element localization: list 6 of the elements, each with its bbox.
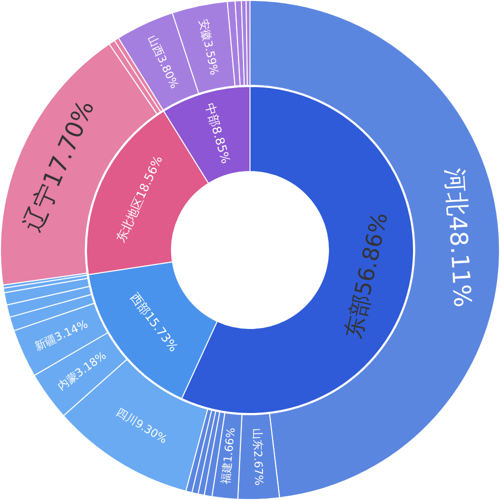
slice-label: 东部56.86% bbox=[342, 210, 394, 341]
slice-label: 安徽3.59% bbox=[196, 18, 221, 76]
slice-label: 山东2.67% bbox=[250, 428, 266, 486]
slice-label: 福建1.66% bbox=[219, 426, 238, 485]
slice-label: 河北48.11% bbox=[440, 167, 477, 308]
slice-label: 中部8.85% bbox=[202, 102, 233, 166]
